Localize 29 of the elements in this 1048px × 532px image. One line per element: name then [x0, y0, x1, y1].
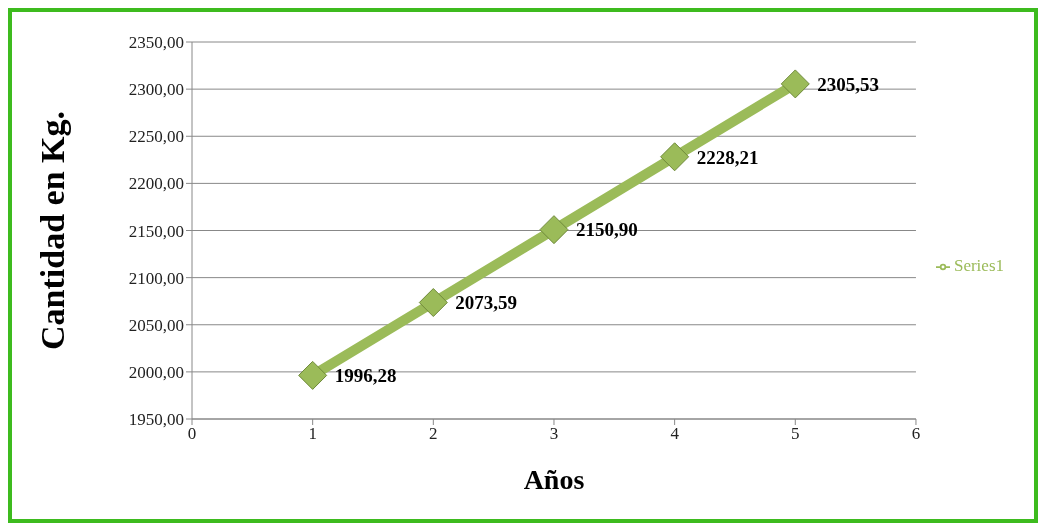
point [660, 142, 690, 172]
data-label: 2150,90 [575, 219, 638, 241]
x-tick-label: 4 [670, 424, 680, 444]
y-tick-label: 2150,00 [128, 221, 184, 241]
y-tick-label: 2350,00 [128, 33, 184, 53]
legend-label: Series1 [953, 255, 1004, 275]
x-tick-label: 5 [791, 424, 800, 444]
point [539, 215, 569, 245]
data-label: 2073,59 [455, 292, 518, 314]
data-label: 2305,53 [817, 73, 880, 95]
data-label: 2228,21 [696, 146, 759, 168]
point [298, 360, 328, 390]
y-tick-label: 2000,00 [128, 362, 184, 382]
point [418, 288, 448, 318]
y-tick-label: 2200,00 [128, 174, 184, 194]
y-tick-label: 2250,00 [128, 127, 184, 147]
x-tick-label: 1 [308, 424, 317, 444]
data-label: 1996,28 [334, 365, 397, 387]
x-tick-label: 3 [549, 424, 559, 444]
y-tick-label: 2300,00 [128, 80, 184, 100]
point [780, 69, 810, 99]
y-tick-label: 2100,00 [128, 268, 184, 288]
y-axis-title: Cantidad en Kg. [34, 111, 72, 350]
x-tick-label: 0 [187, 424, 197, 444]
x-axis-title: Años [523, 464, 585, 495]
y-tick-label: 1950,00 [128, 410, 184, 430]
x-tick-label: 6 [911, 424, 921, 444]
x-tick-label: 2 [429, 424, 438, 444]
y-tick-label: 2050,00 [128, 315, 184, 335]
